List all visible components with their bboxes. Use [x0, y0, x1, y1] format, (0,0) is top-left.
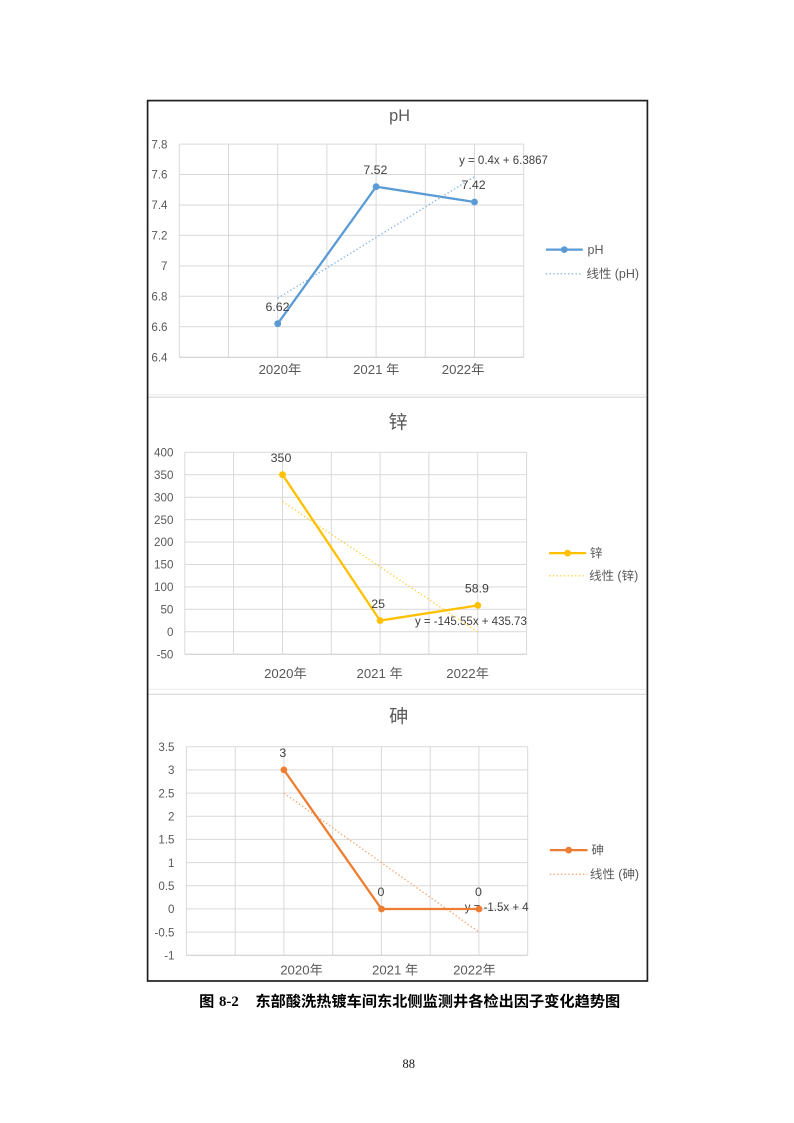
svg-text:7.42: 7.42	[462, 178, 486, 192]
svg-text:pH: pH	[389, 107, 410, 125]
svg-text:3: 3	[168, 764, 174, 777]
svg-text:2021: 2021	[357, 666, 386, 681]
svg-text:1.5: 1.5	[158, 834, 174, 847]
svg-text:7.8: 7.8	[151, 138, 167, 151]
svg-text:2020: 2020	[259, 362, 288, 377]
svg-text:150: 150	[154, 559, 173, 572]
svg-text:-0.5: -0.5	[155, 926, 175, 939]
svg-text:200: 200	[154, 536, 173, 549]
svg-text:3.5: 3.5	[158, 741, 174, 754]
svg-text:-1: -1	[164, 950, 174, 963]
svg-text:6.8: 6.8	[151, 291, 167, 304]
svg-text:400: 400	[154, 447, 173, 460]
svg-text:7: 7	[161, 260, 167, 273]
svg-text:(: (	[615, 267, 620, 281]
svg-text:2020: 2020	[280, 962, 309, 977]
svg-text:2022: 2022	[453, 962, 482, 977]
svg-text:7.4: 7.4	[151, 199, 168, 212]
svg-text:2020: 2020	[264, 666, 293, 681]
svg-text:2021: 2021	[372, 962, 401, 977]
svg-text:6.62: 6.62	[265, 300, 289, 314]
svg-text:350: 350	[271, 451, 292, 465]
svg-text:0: 0	[378, 885, 385, 899]
svg-text:250: 250	[154, 514, 173, 527]
svg-text:0: 0	[168, 903, 174, 916]
svg-text:y = 0.4x + 6.3867: y = 0.4x + 6.3867	[459, 155, 548, 167]
svg-text:(: (	[618, 868, 623, 882]
svg-text:0.5: 0.5	[158, 880, 174, 893]
svg-text:8-2: 8-2	[219, 994, 239, 1010]
svg-text:2021: 2021	[353, 362, 382, 377]
svg-text:25: 25	[371, 597, 385, 611]
svg-text:100: 100	[154, 581, 173, 594]
svg-text:0: 0	[475, 885, 482, 899]
svg-text:): )	[635, 868, 639, 882]
svg-text:6.6: 6.6	[151, 321, 167, 334]
svg-text:50: 50	[160, 604, 173, 617]
svg-text:pH: pH	[588, 243, 604, 257]
svg-text:0: 0	[167, 626, 173, 639]
svg-text:7.52: 7.52	[363, 163, 387, 177]
svg-text:2.5: 2.5	[158, 787, 174, 800]
svg-text:2022: 2022	[442, 362, 471, 377]
svg-text:(: (	[617, 569, 622, 583]
svg-text:y = -145.55x + 435.73: y = -145.55x + 435.73	[415, 616, 527, 628]
svg-text:300: 300	[154, 491, 173, 504]
svg-text:2022: 2022	[446, 666, 475, 681]
svg-text:): )	[634, 569, 638, 583]
svg-text:-50: -50	[157, 648, 174, 661]
svg-text:58.9: 58.9	[465, 582, 489, 596]
svg-text:1: 1	[168, 857, 174, 870]
svg-text:88: 88	[402, 1057, 415, 1071]
svg-text:7.6: 7.6	[151, 169, 167, 182]
svg-text:pH): pH)	[619, 267, 639, 281]
svg-text:2: 2	[168, 810, 174, 823]
svg-text:6.4: 6.4	[151, 351, 168, 364]
svg-text:3: 3	[279, 746, 286, 760]
svg-text:350: 350	[154, 469, 173, 482]
svg-text:7.2: 7.2	[151, 230, 167, 243]
